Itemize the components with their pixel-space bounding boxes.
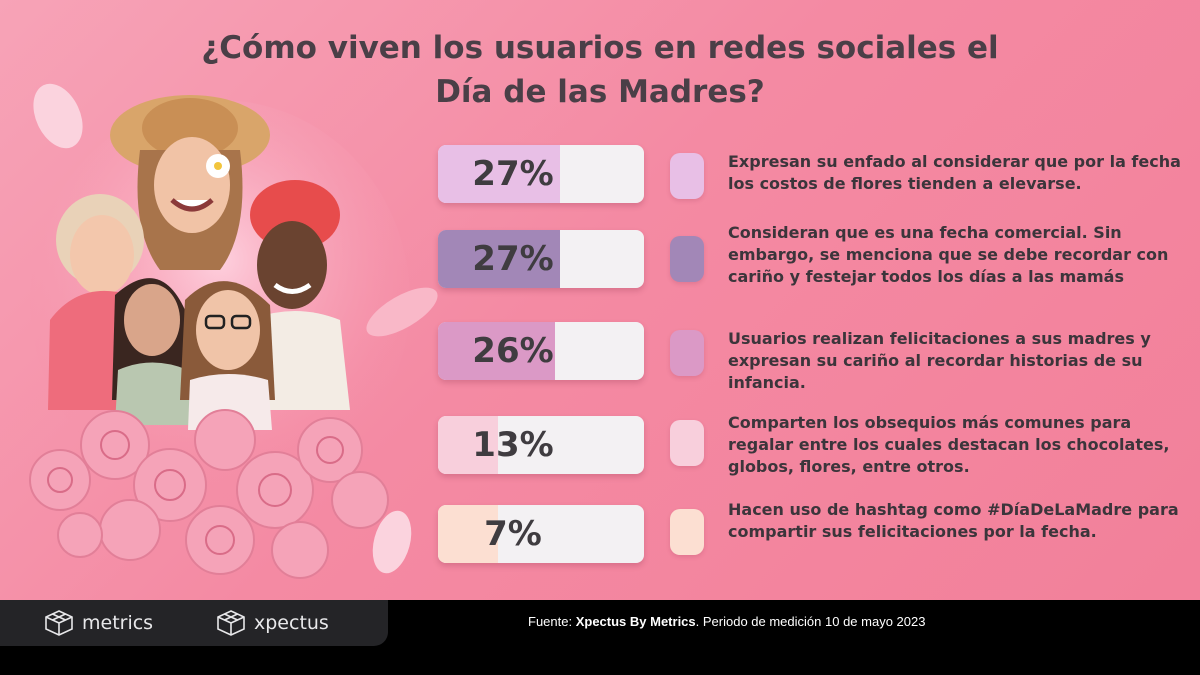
xpectus-logo-text: xpectus	[254, 612, 329, 634]
bar-value-label-5: 7%	[484, 514, 542, 554]
metrics-logo: metrics	[44, 609, 153, 637]
mothers-day-illustration	[29, 83, 438, 579]
title-line-2: Día de las Madres?	[435, 74, 765, 110]
petal-right	[366, 287, 438, 337]
bar-value-label-1: 27%	[472, 154, 554, 194]
chart-row-3: 26% Usuarios realizan felicitaciones a s…	[0, 322, 1200, 392]
chart-row-2: 27% Consideran que es una fecha comercia…	[0, 223, 1200, 290]
bar-fill-4	[438, 416, 498, 474]
legend-swatch-3	[670, 330, 704, 376]
source-note: Fuente: Xpectus By Metrics. Periodo de m…	[528, 614, 925, 629]
bar-fill-5	[438, 505, 498, 563]
category-label-5: Hacen uso de hashtag como #DíaDeLaMadre …	[728, 500, 1179, 541]
category-label-1: Expresan su enfado al considerar que por…	[728, 152, 1181, 193]
xpectus-logo: xpectus	[216, 609, 329, 637]
bar-track-2: 27%	[438, 230, 644, 288]
legend-swatch-2	[670, 236, 704, 282]
chart-row-5: 7% Hacen uso de hashtag como #DíaDeLaMad…	[0, 500, 1200, 565]
petal-top-left	[33, 83, 83, 149]
roses	[29, 409, 389, 579]
bar-value-label-3: 26%	[472, 331, 554, 371]
source-period: . Periodo de medición 10 de mayo 2023	[695, 614, 926, 629]
bar-track-4: 13%	[438, 416, 644, 474]
bar-track-1: 27%	[438, 145, 644, 203]
bar-track-3: 26%	[438, 322, 644, 380]
bar-fill-3	[438, 322, 555, 380]
source-prefix: Fuente:	[528, 614, 576, 629]
legend-swatch-1	[670, 153, 704, 199]
category-label-3: Usuarios realizan felicitaciones a sus m…	[728, 329, 1151, 392]
legend-swatch-4	[670, 420, 704, 466]
chart-row-4: 13% Comparten los obsequios más comunes …	[0, 413, 1200, 476]
metrics-logo-text: metrics	[82, 612, 154, 634]
footer-logos: metrics xpectus	[0, 600, 388, 646]
bar-fill-2	[438, 230, 560, 288]
page-title: ¿Cómo viven los usuarios en redes social…	[150, 26, 1050, 114]
chart-row-1: 27% Expresan su enfado al considerar que…	[0, 145, 1200, 205]
title-line-1: ¿Cómo viven los usuarios en redes social…	[201, 30, 999, 66]
footer: metrics xpectus Fuente: Xpectus By Metri…	[0, 600, 1200, 675]
legend-swatch-5	[670, 509, 704, 555]
bar-value-label-2: 27%	[472, 239, 554, 279]
bar-value-label-4: 13%	[472, 425, 554, 465]
source-name: Xpectus By Metrics	[575, 614, 696, 629]
cube-logo-icon	[45, 610, 73, 636]
bar-fill-1	[438, 145, 560, 203]
petal-bottom-right	[372, 510, 412, 574]
cube-logo-icon	[217, 610, 245, 636]
bar-track-5: 7%	[438, 505, 644, 563]
category-label-4: Comparten los obsequios más comunes para…	[728, 413, 1170, 476]
category-label-2: Consideran que es una fecha comercial. S…	[728, 223, 1169, 286]
